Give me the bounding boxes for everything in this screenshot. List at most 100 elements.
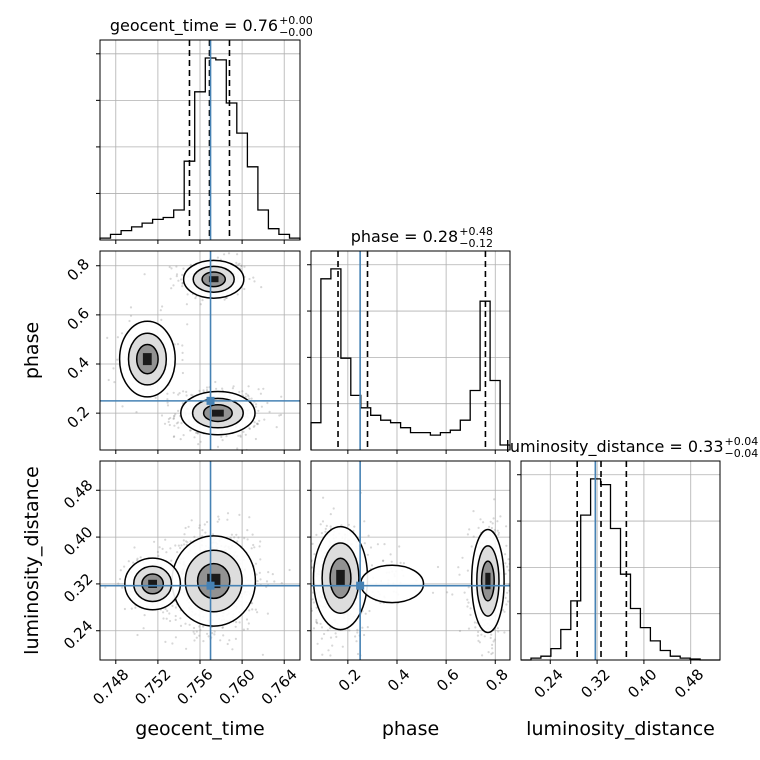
sample-point [227,252,231,255]
sample-point [304,601,306,603]
x-tick-label: 0.756 [174,665,217,708]
sample-point [173,415,176,418]
sample-point [113,381,116,384]
sample-point [166,404,170,407]
sample-point [174,614,177,618]
sample-point [123,565,126,568]
sample-point [472,510,475,513]
sample-point [258,545,261,548]
sample-point [221,387,224,390]
sample-point [238,390,241,394]
sample-point [436,565,440,569]
sample-point [326,629,329,632]
sample-point [169,547,172,550]
sample-point [181,281,184,284]
contour-line [141,573,165,595]
sample-point [356,628,359,631]
sample-point [334,632,337,635]
sample-point [201,529,204,532]
sample-point [198,634,201,637]
sample-point [142,627,145,630]
sample-point [179,624,183,628]
sample-point [248,609,251,612]
sample-point [198,389,201,392]
truth-marker [356,581,365,590]
sample-point [505,525,508,528]
sample-point [173,424,176,427]
sample-point [182,539,185,542]
title-phase: phase = 0.28 +0.48−0.12 [351,225,493,250]
sample-point [476,634,479,637]
sample-point [198,625,201,628]
sample-point [273,580,276,583]
sample-point [236,447,239,450]
panel-content [304,461,510,660]
sample-point [169,277,172,280]
sample-point [376,543,379,546]
sample-point [267,571,270,574]
x-tick-label: 0.764 [258,665,301,708]
sample-point [472,535,475,538]
sample-point [275,426,278,429]
sample-point [329,636,333,639]
sample-point [254,562,258,565]
sample-point [233,536,236,539]
sample-point [467,586,470,589]
sample-point [220,435,223,439]
sample-point [325,524,328,528]
sample-point [253,546,256,549]
sample-point [255,422,259,425]
sample-point [190,519,193,522]
sample-point [185,647,188,650]
sample-point [366,553,369,556]
sample-point [493,638,496,641]
sample-point [181,282,184,285]
sample-point [312,627,316,630]
sample-point [248,277,251,281]
sample-point [221,439,224,442]
sample-point [177,279,180,282]
sample-point [187,525,190,528]
sample-point [206,632,209,635]
sample-point [487,651,490,654]
sample-point [162,617,165,620]
sample-point [185,394,188,397]
sample-point [173,435,176,438]
sample-point [192,630,195,633]
sample-point [478,641,481,644]
sample-point [329,627,332,630]
panel-content [100,461,300,660]
sample-point [257,409,260,412]
sample-point [479,518,482,521]
sample-point [183,543,186,546]
sample-point [182,390,185,393]
sample-point [217,515,220,518]
sample-point [491,522,494,525]
sample-point [308,607,310,609]
sample-point [154,396,157,399]
sample-point [136,557,139,560]
sample-point [265,580,269,583]
sample-point [174,544,177,547]
sample-point [229,536,232,540]
sample-point [347,523,350,526]
sample-point [133,546,136,549]
sample-point [192,626,196,630]
sample-point [181,344,184,347]
sample-point [106,336,109,339]
sample-point [231,648,234,651]
sample-point [112,367,115,370]
sample-point [490,633,493,636]
sample-point [139,556,142,559]
sample-point [185,390,188,393]
sample-point [193,535,196,539]
contour-line [470,528,505,634]
sample-point [250,547,253,550]
sample-point [496,529,499,532]
sample-point [483,635,486,638]
contour-line [124,557,182,611]
sample-point [247,395,250,398]
sample-point [225,296,228,299]
panel-background [311,251,510,450]
sample-point [246,529,249,532]
